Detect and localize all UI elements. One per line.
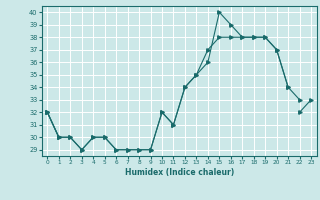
X-axis label: Humidex (Indice chaleur): Humidex (Indice chaleur)	[124, 168, 234, 177]
